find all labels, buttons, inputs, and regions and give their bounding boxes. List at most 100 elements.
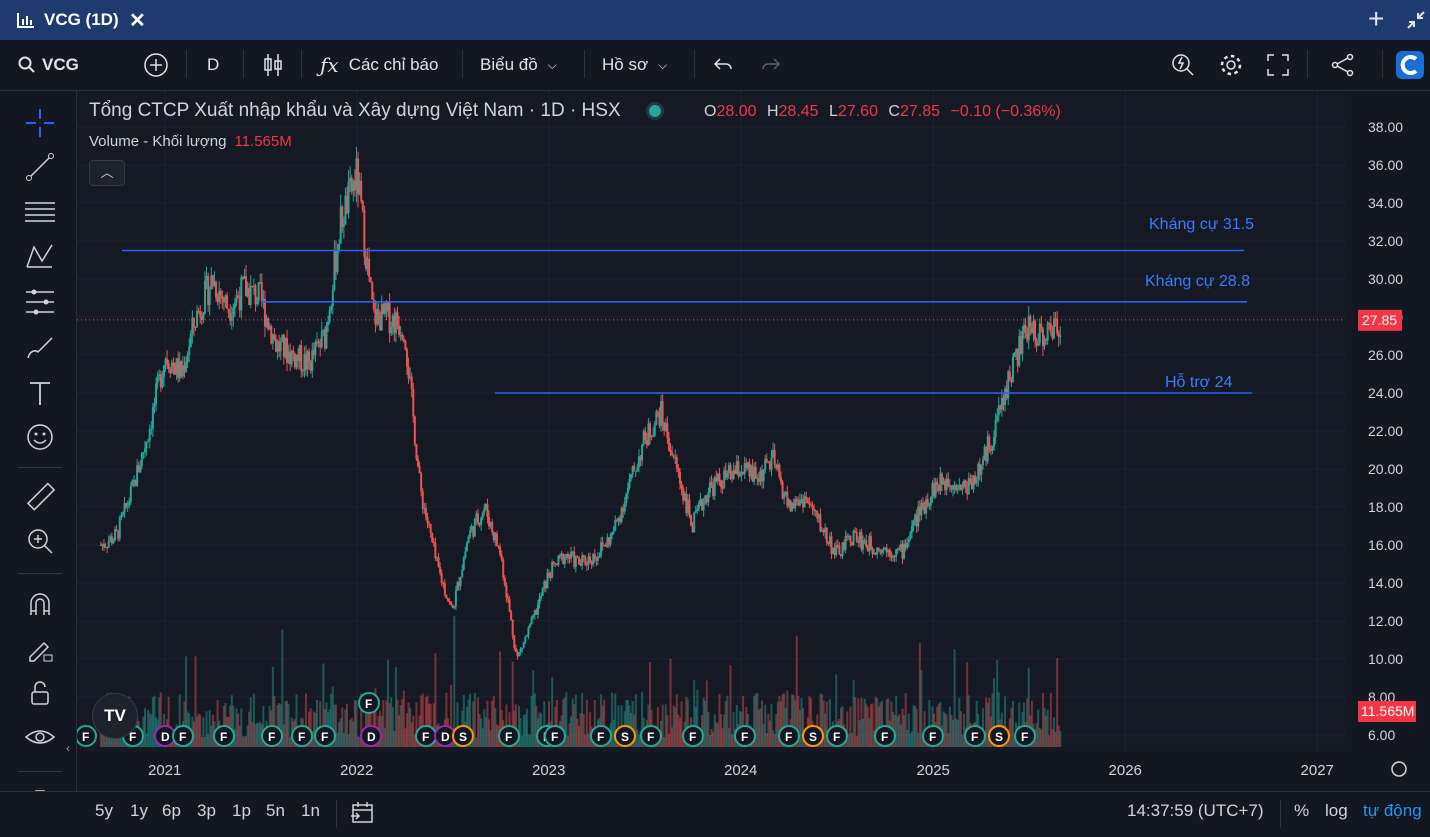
profile-menu-button[interactable]: Hồ sơ ⌵ — [602, 40, 667, 90]
chart-menu-button[interactable]: Biểu đồ ⌵ — [480, 40, 557, 90]
tab-title[interactable]: VCG (1D) — [44, 10, 119, 29]
candle-body — [150, 428, 153, 430]
zoom-in-icon[interactable] — [22, 523, 58, 559]
candle-body — [316, 341, 319, 343]
volume-bar — [1052, 717, 1055, 747]
emoji-icon[interactable] — [22, 419, 58, 455]
range-1n[interactable]: 1n — [301, 801, 320, 820]
candle-body — [473, 518, 476, 537]
volume-bar — [917, 732, 920, 747]
candle-body — [121, 512, 124, 516]
symbol-search[interactable]: VCG — [18, 40, 79, 90]
chevron-left-icon[interactable]: ‹ — [66, 741, 70, 755]
candle-body — [772, 449, 775, 458]
close-tab-icon[interactable]: ✕ — [129, 10, 146, 32]
clock-timezone[interactable]: 14:37:59 (UTC+7) — [1127, 801, 1264, 820]
candle-body — [117, 530, 120, 539]
candle-body — [530, 617, 533, 625]
percent-toggle[interactable]: % — [1294, 801, 1310, 820]
volume-bar — [993, 678, 996, 747]
tradingview-logo[interactable]: TV — [92, 693, 138, 739]
candle-body — [560, 553, 563, 556]
candle-body — [156, 376, 159, 384]
candle-body — [544, 581, 547, 589]
volume-bar — [338, 722, 341, 747]
candle-body — [114, 529, 117, 541]
candle-body — [645, 440, 648, 446]
collapse-window-icon[interactable] — [1404, 8, 1428, 32]
crosshair-icon[interactable] — [22, 105, 58, 141]
candle-body — [394, 312, 397, 334]
fullscreen-button[interactable] — [1266, 40, 1290, 90]
candle-body — [439, 567, 442, 574]
settings-button[interactable] — [1218, 40, 1244, 90]
share-button[interactable] — [1330, 40, 1356, 90]
volume-bar — [585, 699, 588, 747]
range-5y[interactable]: 5y — [95, 801, 113, 820]
redo-button[interactable] — [760, 40, 782, 90]
volume-bar — [571, 698, 574, 747]
lock-drawings-icon[interactable] — [22, 631, 58, 667]
candle-body — [1027, 316, 1030, 341]
range-1y[interactable]: 1y — [130, 801, 148, 820]
price-chart[interactable]: 38.0036.0034.0032.0030.0028.0026.0024.00… — [75, 91, 1430, 791]
chart-style-button[interactable] — [263, 40, 283, 90]
volume-bar — [476, 697, 479, 747]
pattern-icon[interactable] — [22, 239, 58, 275]
range-3p[interactable]: 3p — [197, 801, 216, 820]
range-5n[interactable]: 5n — [266, 801, 285, 820]
candle-body — [238, 297, 241, 311]
annotation-resistance-28-8[interactable]: Kháng cự 28.8 — [1145, 273, 1251, 290]
go-to-date-icon[interactable] — [349, 800, 375, 826]
log-toggle[interactable]: log — [1325, 801, 1348, 820]
volume-bar — [99, 726, 102, 747]
auto-scale-toggle[interactable]: tự động — [1363, 801, 1422, 820]
volume-bar — [576, 718, 579, 747]
compare-button[interactable] — [143, 40, 169, 90]
projection-icon[interactable] — [22, 284, 58, 320]
collapse-legend-button[interactable]: ︿ — [89, 160, 125, 186]
text-tool-icon[interactable] — [22, 375, 58, 411]
candle-body — [469, 530, 472, 537]
annotation-support-24[interactable]: Hỗ trợ 24 — [1165, 374, 1233, 391]
range-1p[interactable]: 1p — [232, 801, 251, 820]
volume-bar — [713, 714, 716, 747]
magnet-icon[interactable] — [22, 587, 58, 623]
candle-body — [672, 455, 675, 458]
interval-button[interactable]: D — [207, 40, 219, 90]
volume-bar — [407, 702, 410, 747]
candle-body — [203, 280, 206, 314]
candle-body — [546, 572, 549, 589]
new-tab-icon[interactable]: + — [1368, 3, 1385, 34]
event-marker-label: S — [459, 730, 467, 744]
candle-body — [393, 315, 396, 334]
range-6p[interactable]: 6p — [162, 801, 181, 820]
indicators-button[interactable]: ƒx Các chỉ báo — [320, 40, 438, 90]
volume-bar — [259, 721, 262, 747]
chart-pane[interactable]: 38.0036.0034.0032.0030.0028.0026.0024.00… — [75, 91, 1430, 791]
event-marker-label: D — [441, 730, 450, 744]
candle-body — [802, 498, 805, 508]
candle-body — [118, 517, 121, 539]
candle-body — [303, 354, 306, 371]
candle-body — [284, 338, 287, 357]
brand-logo[interactable] — [1396, 40, 1424, 90]
undo-button[interactable] — [712, 40, 734, 90]
ruler-icon[interactable] — [22, 479, 58, 515]
candle-body — [110, 536, 113, 544]
volume-bar — [880, 700, 883, 747]
fib-retracement-icon[interactable] — [22, 195, 58, 231]
annotation-resistance-31-5[interactable]: Kháng cự 31.5 — [1149, 216, 1255, 233]
volume-bar — [828, 699, 831, 747]
brush-icon[interactable] — [22, 330, 58, 366]
quick-search-button[interactable] — [1170, 40, 1196, 90]
volume-bar — [729, 665, 732, 747]
volume-bar — [316, 699, 319, 747]
volume-bar — [966, 662, 969, 747]
volume-bar — [238, 725, 241, 747]
trend-line-icon[interactable] — [22, 149, 58, 185]
candle-body — [582, 555, 585, 557]
eye-icon[interactable] — [22, 719, 58, 755]
candle-body — [447, 598, 450, 601]
unlock-icon[interactable] — [22, 675, 58, 711]
